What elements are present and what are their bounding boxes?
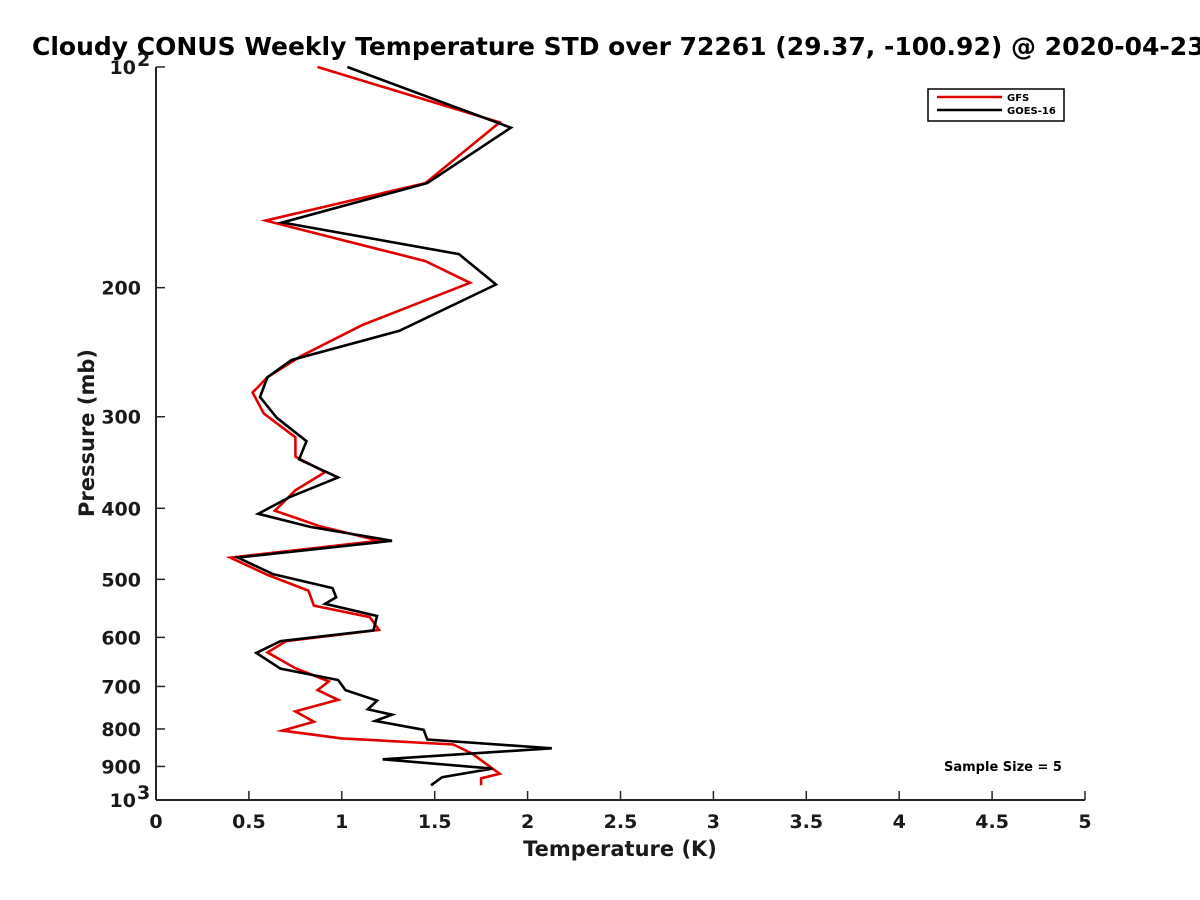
- y-tick-label: 10: [110, 790, 136, 812]
- y-tick-label: 800: [101, 719, 141, 741]
- x-tick-label: 2: [521, 811, 534, 833]
- x-axis-label: Temperature (K): [523, 837, 717, 861]
- y-tick-label: 500: [101, 569, 141, 591]
- series-line-goes16: [233, 65, 552, 787]
- y-tick-label: 400: [101, 498, 141, 520]
- x-tick-label: 0: [149, 811, 162, 833]
- x-tick-label: 5: [1078, 811, 1091, 833]
- y-tick-label: 200: [101, 278, 141, 300]
- y-tick-label: 700: [101, 676, 141, 698]
- y-axis-label: Pressure (mb): [75, 349, 99, 517]
- x-tick-label: 1.5: [418, 811, 452, 833]
- series-line-gfs: [225, 65, 503, 786]
- x-tick-label: 0.5: [232, 811, 266, 833]
- series-layer: [225, 65, 552, 787]
- x-tick-label: 3.5: [789, 811, 823, 833]
- x-tick-label: 4: [893, 811, 906, 833]
- x-tick-label: 2.5: [604, 811, 638, 833]
- legend-box: [927, 88, 1065, 122]
- legend-label-goes16: GOES-16: [1007, 106, 1056, 117]
- x-tick-label: 1: [335, 811, 348, 833]
- y-tick-label: 600: [101, 627, 141, 649]
- x-tick-label: 3: [707, 811, 720, 833]
- y-tick-label: 900: [101, 756, 141, 778]
- legend-label-gfs: GFS: [1007, 93, 1029, 104]
- y-tick-exponent: 2: [137, 49, 150, 71]
- y-tick-exponent: 3: [137, 782, 150, 804]
- x-tick-label: 4.5: [975, 811, 1009, 833]
- legend: GFS GOES-16: [927, 88, 1065, 122]
- y-tick-label: 10: [110, 57, 136, 79]
- chart-title: Cloudy CONUS Weekly Temperature STD over…: [32, 32, 1200, 61]
- y-tick-label: 300: [101, 407, 141, 429]
- sample-size-annotation: Sample Size = 5: [944, 760, 1062, 775]
- x-ticks: 0 0.5 1 1.5 2 2.5 3 3.5 4 4.5 5: [149, 791, 1092, 833]
